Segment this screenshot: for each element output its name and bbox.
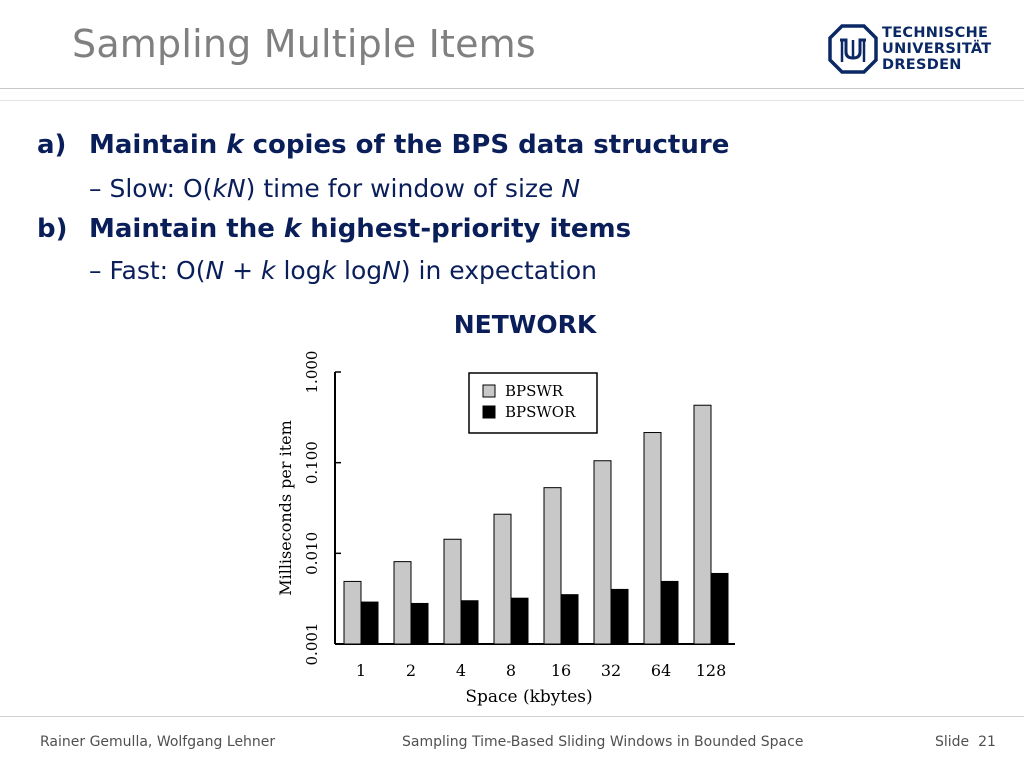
bar-bpswr [543, 487, 562, 645]
legend-box [468, 372, 598, 434]
bullet-b-detail: – Fast: O(N + k logk logN) in expectatio… [89, 256, 598, 285]
slide-title: Sampling Multiple Items [72, 22, 536, 66]
bar-bpswr [693, 404, 712, 645]
bar-bpswor [510, 597, 529, 645]
y-tick-label: 0.010 [303, 532, 321, 575]
legend-swatch [482, 384, 496, 398]
footer-authors: Rainer Gemulla, Wolfgang Lehner [40, 734, 276, 750]
bar-bpswor [660, 580, 679, 645]
tu-dresden-wordmark: TECHNISCHE UNIVERSITÄT DRESDEN [882, 25, 992, 73]
bar-bpswor [560, 594, 579, 645]
bullet-a: a) Maintain k copies of the BPS data stru… [37, 130, 730, 160]
footer-slide-number: Slide 21 [935, 734, 996, 750]
legend-swatch [482, 405, 496, 419]
chart-heading: NETWORK [453, 310, 597, 339]
bar-bpswr [493, 513, 512, 645]
bar-bpswor [410, 602, 429, 645]
x-tick-label: 2 [406, 661, 416, 680]
bullet-b: b) Maintain the k highest-priority items [37, 214, 632, 244]
x-axis-label: Space (kbytes) [465, 687, 592, 707]
bar-bpswr [343, 580, 362, 645]
header-divider [0, 88, 1024, 89]
bar-bpswr [643, 432, 662, 645]
legend-label: BPSWR [505, 382, 564, 400]
x-tick-label: 1 [356, 661, 366, 680]
footer-divider [0, 716, 1024, 717]
bar-bpswr [593, 460, 612, 645]
y-axis-label: Milliseconds per item [276, 420, 295, 596]
bar-bpswor [710, 572, 729, 645]
footer-talk-title: Sampling Time-Based Sliding Windows in B… [402, 734, 804, 750]
bar-chart: 0.001 0.010 0.100 1.000 Milliseconds per ite… [276, 351, 735, 707]
x-tick-label: 128 [696, 661, 727, 680]
header-divider-secondary [0, 100, 1024, 101]
x-tick-label: 8 [506, 661, 516, 680]
tu-dresden-logo: TECHNISCHE UNIVERSITÄT DRESDEN [828, 24, 998, 76]
legend-label: BPSWOR [505, 403, 576, 421]
bar-bpswr [393, 561, 412, 645]
y-tick-label: 1.000 [303, 351, 321, 394]
bullet-a-detail: – Slow: O(kN) time for window of size N [89, 174, 581, 203]
bar-bpswr [443, 538, 462, 645]
bar-bpswor [460, 600, 479, 645]
x-tick-label: 64 [651, 661, 671, 680]
x-tick-label: 4 [456, 661, 466, 680]
bar-bpswor [360, 601, 379, 645]
x-tick-label: 32 [601, 661, 621, 680]
bar-bpswor [610, 588, 629, 645]
y-tick-label: 0.100 [303, 441, 321, 484]
y-tick-label: 0.001 [303, 623, 321, 666]
tu-dresden-emblem-icon [828, 24, 878, 74]
x-tick-label: 16 [551, 661, 571, 680]
